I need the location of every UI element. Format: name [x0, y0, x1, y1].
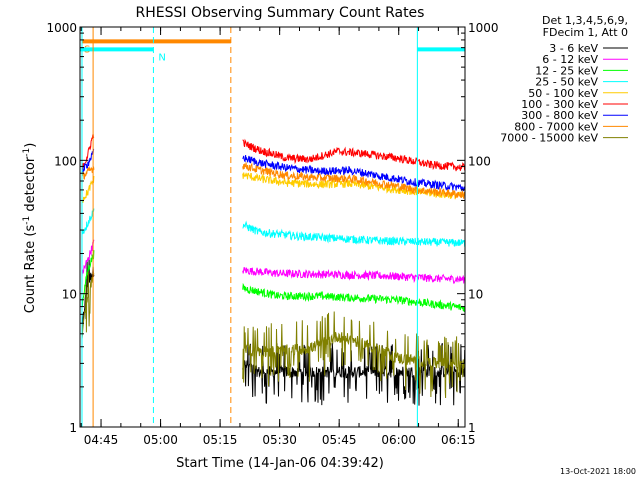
legend-entry-label: 12 - 25 keV	[535, 64, 598, 77]
series-line-late	[242, 267, 466, 284]
x-tick-label: 06:00	[381, 433, 416, 447]
series-line-early	[81, 208, 95, 235]
series-line-early	[81, 271, 95, 339]
axis-ticks-layer: 04:45 05:00 05:15 05:30 05:45 06:00 06:151 110 1…	[46, 21, 498, 447]
y-axis-label-sup: -1	[22, 216, 32, 225]
series-line-late	[242, 341, 466, 406]
flag-label: N	[158, 52, 165, 63]
legend-entry-label: 25 - 50 keV	[535, 76, 598, 89]
y-tick-label: 1	[69, 421, 77, 435]
y-tick-label-right: 1	[468, 421, 476, 435]
y-axis-label-part: Count Rate (s	[23, 225, 38, 314]
series-line-late	[242, 138, 466, 172]
legend-entry-label: 7000 - 15000 keV	[500, 132, 598, 145]
legend-header-line: Det 1,3,4,5,6,9,	[542, 14, 628, 27]
chart-title: RHESSI Observing Summary Count Rates	[136, 5, 425, 21]
series-line-early	[81, 239, 95, 277]
series-line-early	[81, 166, 95, 180]
series-line-late	[242, 220, 466, 247]
y-tick-label: 1000	[46, 21, 77, 35]
x-tick-label: 06:15	[441, 433, 476, 447]
x-tick-label: 05:45	[322, 433, 357, 447]
legend-entry-label: 100 - 300 keV	[521, 98, 598, 111]
y-tick-label: 10	[62, 288, 77, 302]
y-axis-label-part: )	[23, 143, 38, 148]
series-25-50-kev	[81, 208, 466, 247]
y-axis-label: Count Rate (s-1 detector-1)	[22, 143, 38, 314]
y-axis-label-sup: -1	[22, 148, 32, 157]
x-tick-label: 05:30	[262, 433, 297, 447]
y-tick-label-right: 1000	[468, 21, 499, 35]
series-line-late	[242, 311, 466, 399]
y-tick-label-right: 10	[468, 288, 483, 302]
series-12-25-kev	[81, 250, 466, 313]
legend-entry-label: 300 - 800 keV	[521, 109, 598, 122]
x-tick-label: 05:00	[143, 433, 178, 447]
series-line-late	[242, 162, 466, 199]
legend-entry-label: 50 - 100 keV	[528, 87, 598, 100]
x-tick-label: 04:45	[84, 433, 119, 447]
x-axis-label: Start Time (14-Jan-06 04:39:42)	[176, 456, 384, 471]
series-300-800-kev	[81, 148, 466, 192]
series-line-early	[81, 175, 95, 203]
y-axis-label-part: detector	[23, 156, 38, 216]
series-line-late	[242, 155, 466, 192]
series-800-7000-kev	[81, 162, 466, 199]
plot-frame	[79, 26, 466, 428]
legend-entry-label: 800 - 7000 keV	[514, 120, 598, 133]
footer-timestamp: 13-Oct-2021 18:00	[560, 467, 636, 476]
series-7000-15000-kev	[81, 271, 466, 399]
y-tick-label-right: 100	[468, 154, 491, 168]
legend: Det 1,3,4,5,6,9,FDecim 1, Att 0 3 - 6 keV…	[500, 14, 628, 145]
series-6-12-kev	[81, 239, 466, 284]
observing-bars-layer: SN	[80, 39, 465, 63]
series-line-late	[242, 282, 466, 313]
legend-entry-label: 3 - 6 keV	[549, 42, 598, 55]
y-tick-label: 100	[54, 154, 77, 168]
legend-entry-label: 6 - 12 keV	[542, 53, 598, 66]
series-layer	[81, 133, 466, 406]
series-line-early	[81, 148, 95, 175]
x-tick-label: 05:15	[203, 433, 238, 447]
legend-header-line: FDecim 1, Att 0	[543, 26, 628, 39]
